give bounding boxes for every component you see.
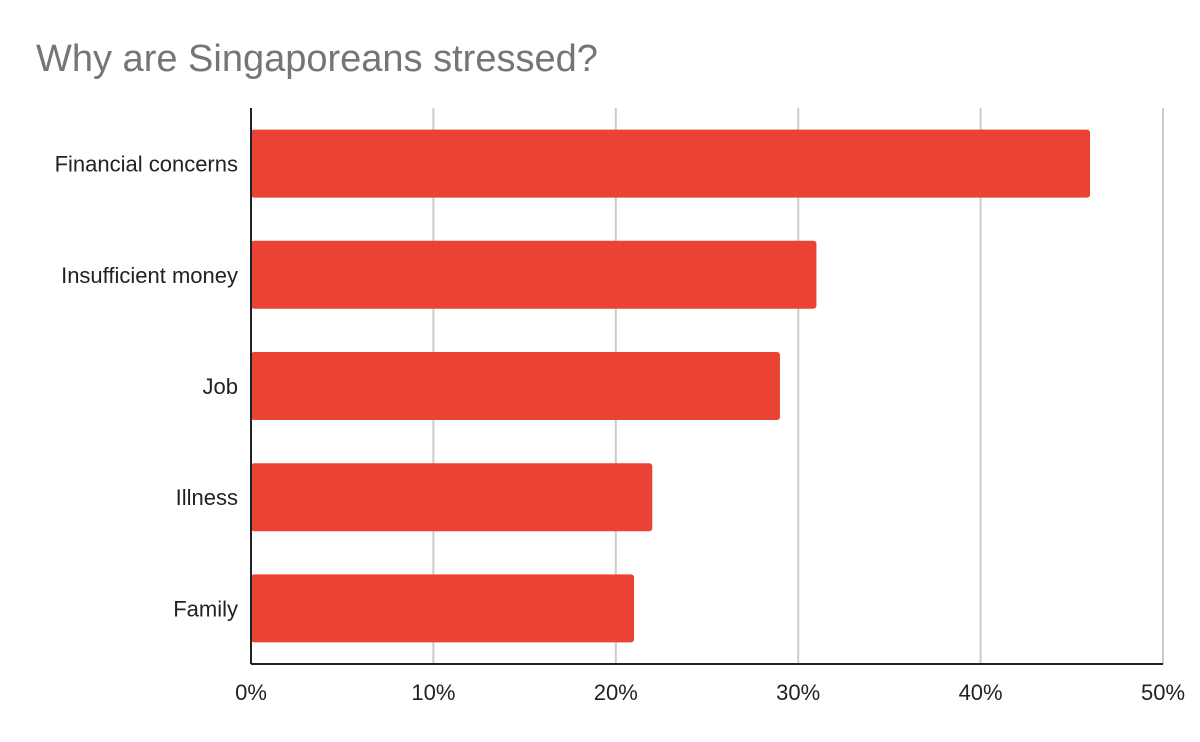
x-tick-label: 10%	[411, 680, 455, 705]
axes	[250, 108, 1163, 665]
category-labels: Financial concerns Insufficient money Job I…	[55, 152, 238, 622]
category-label: Illness	[176, 485, 238, 510]
bar-illness	[251, 463, 653, 532]
bar-job	[251, 352, 780, 420]
x-tick-label: 20%	[594, 680, 638, 705]
category-label: Job	[203, 374, 238, 399]
bar-financial-concerns	[251, 129, 1091, 198]
bar-insufficient-money	[251, 240, 817, 309]
bar-family	[251, 574, 635, 643]
category-label: Family	[173, 596, 238, 621]
chart-title: Why are Singaporeans stressed?	[36, 38, 598, 80]
category-label: Insufficient money	[61, 263, 238, 288]
bars	[251, 129, 1091, 643]
x-tick-label: 30%	[776, 680, 820, 705]
category-label: Financial concerns	[55, 152, 238, 177]
x-tick-label: 50%	[1141, 680, 1185, 705]
x-tick-labels: 0% 10% 20% 30% 40% 50%	[235, 680, 1185, 705]
x-tick-label: 0%	[235, 680, 267, 705]
x-tick-label: 40%	[959, 680, 1003, 705]
